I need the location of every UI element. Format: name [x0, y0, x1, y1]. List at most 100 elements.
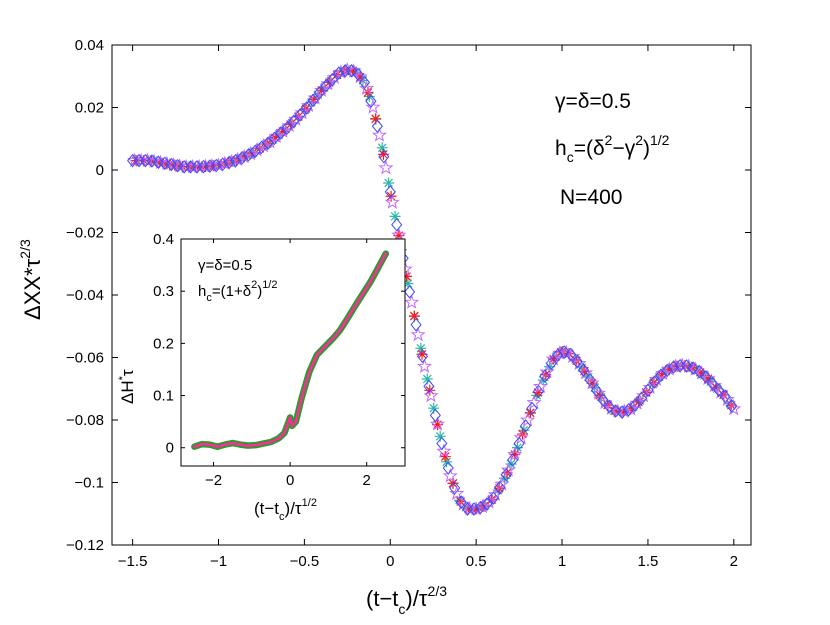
data-point-asterisk [509, 448, 521, 460]
data-point-diamond [300, 101, 313, 115]
data-point-diamond [210, 158, 222, 173]
y-tick-label: −0.1 [74, 475, 104, 492]
inset-y-tick-label: 0.1 [153, 388, 174, 405]
data-point-diamond [217, 157, 229, 171]
data-point-diamond [333, 66, 345, 80]
data-point-asterisk [501, 467, 513, 479]
data-point-star [552, 345, 568, 360]
data-point-star [436, 443, 452, 458]
data-point-asterisk [594, 389, 606, 401]
data-point-diamond [288, 114, 300, 129]
data-point-asterisk [656, 369, 668, 381]
data-point-asterisk [428, 402, 440, 414]
data-point-asterisk [532, 387, 544, 398]
inset-tick-labels: −2 0 2 0 0.1 0.2 0.3 0.4 [153, 231, 371, 489]
data-point-diamond [487, 491, 499, 505]
data-point-star [384, 194, 400, 209]
data-point-asterisk [402, 278, 414, 290]
data-point-diamond [294, 108, 306, 122]
inset-params-annotation: γ=δ=0.5 [198, 257, 252, 274]
data-point-diamond [565, 347, 577, 362]
data-point-star [635, 387, 652, 403]
data-point-diamond [558, 345, 570, 359]
inset-hc-annotation: hc=(1+δ2)1/2 [198, 279, 277, 304]
data-point-star [365, 99, 381, 114]
data-point-asterisk [269, 132, 281, 144]
data-point-asterisk [234, 152, 246, 164]
data-point-diamond [371, 119, 383, 134]
data-point-star [301, 97, 317, 113]
data-point-star [532, 378, 549, 394]
hc-annotation: hc=(δ2−γ2)1/2 [555, 132, 670, 165]
data-point-asterisk [238, 151, 250, 163]
data-point-diamond [352, 67, 364, 82]
data-point-diamond [423, 379, 435, 394]
data-point-diamond [597, 392, 609, 407]
x-tick-label: 0.5 [466, 553, 487, 570]
data-point-star [307, 90, 323, 105]
main-scatter-series [127, 62, 742, 516]
data-point-diamond [172, 158, 184, 173]
data-point-diamond [416, 349, 429, 364]
data-point-star [590, 385, 607, 400]
data-point-asterisk [207, 160, 219, 172]
data-point-star [706, 377, 722, 393]
x-tick-label: −1 [210, 553, 227, 570]
data-point-diamond [616, 405, 628, 419]
data-point-asterisk [540, 369, 552, 381]
data-point-asterisk [617, 406, 629, 418]
data-point-diamond [552, 348, 564, 362]
data-point-star [584, 375, 600, 390]
data-point-diamond [429, 408, 441, 423]
data-point-asterisk [415, 342, 427, 354]
data-point-asterisk [547, 353, 559, 365]
data-point-diamond [590, 383, 602, 398]
data-point-asterisk [377, 148, 389, 160]
data-point-diamond [584, 372, 596, 387]
data-point-diamond [545, 356, 557, 371]
inset-y-tick-label: 0.3 [153, 283, 174, 300]
data-point-asterisk [609, 405, 621, 417]
data-point-asterisk [308, 93, 320, 105]
data-point-diamond [236, 150, 248, 165]
data-point-diamond [693, 364, 706, 379]
data-point-diamond [648, 375, 660, 389]
inset-curve-series [191, 250, 390, 450]
y-tick-label: 0 [96, 162, 104, 179]
data-point-asterisk [666, 362, 678, 374]
data-point-asterisk [694, 366, 706, 378]
data-point-asterisk [455, 496, 467, 508]
data-point-diamond [526, 401, 538, 416]
data-point-diamond [700, 370, 712, 384]
data-point-star [494, 476, 510, 491]
data-point-diamond [320, 79, 332, 93]
main-ticks [112, 44, 751, 546]
y-tick-label: 0.04 [75, 37, 104, 54]
data-point-star [352, 68, 368, 84]
main-tick-labels: −1.5 −1 −0.5 0 0.5 1 1.5 2 0.04 0.02 0 −0.02 −0.04 −0… [66, 37, 738, 570]
data-point-asterisk [376, 142, 388, 154]
data-point-asterisk [648, 377, 660, 389]
data-point-diamond [507, 453, 519, 467]
data-point-diamond [571, 354, 583, 369]
data-point-star [378, 160, 394, 175]
data-point-asterisk [346, 65, 358, 77]
data-point-star [565, 348, 581, 364]
data-point-diamond [146, 154, 158, 168]
x-tick-label: 0 [386, 553, 394, 570]
data-point-diamond [481, 497, 493, 511]
data-point-diamond [449, 481, 461, 495]
data-point-asterisk [421, 373, 433, 385]
inset-y-tick-label: 0.2 [153, 335, 174, 352]
data-point-asterisk [702, 373, 714, 385]
data-point-star [442, 467, 458, 483]
data-point-diamond [513, 436, 525, 451]
size-annotation: N=400 [560, 186, 622, 209]
data-point-diamond [313, 86, 325, 100]
data-point-asterisk [424, 384, 436, 396]
x-tick-label: −1.5 [118, 553, 148, 570]
data-point-star [481, 494, 497, 509]
x-tick-label: 2 [730, 553, 738, 570]
inset-y-axis-label: ΔH*τ [117, 369, 137, 404]
